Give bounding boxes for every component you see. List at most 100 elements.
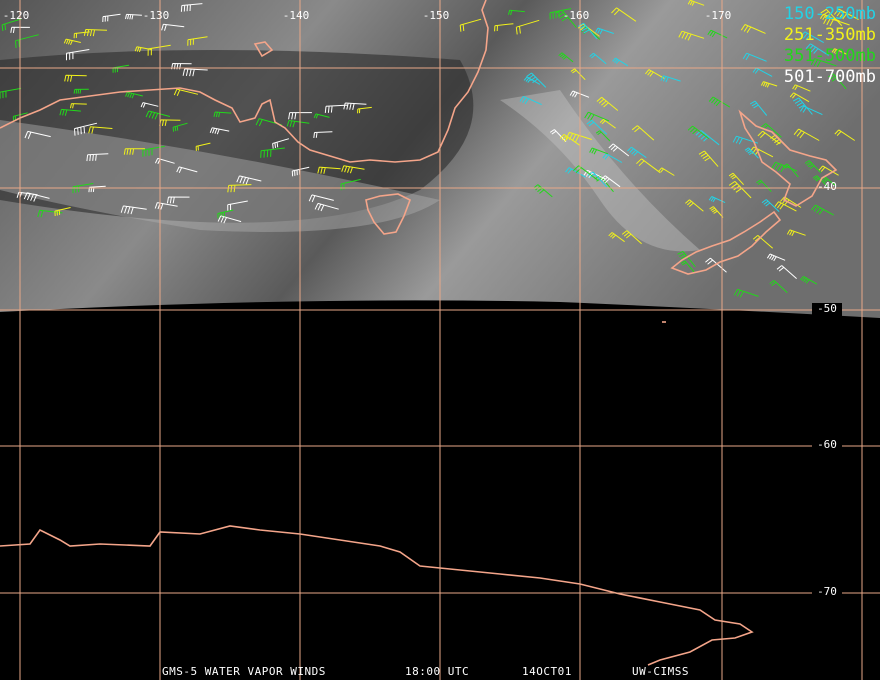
latitude-label: -60 — [817, 438, 837, 451]
wind-barb — [695, 130, 720, 146]
wind-barb — [586, 119, 608, 135]
wind-barb — [558, 52, 574, 63]
wind-barb — [831, 48, 848, 56]
wind-barb — [286, 120, 310, 128]
wind-barb — [180, 3, 203, 12]
wind-barb — [705, 257, 727, 273]
wind-barb — [565, 167, 586, 178]
wind-barb — [800, 31, 824, 44]
wind-barb — [66, 49, 90, 61]
wind-barb — [142, 145, 165, 157]
wind-barb — [812, 175, 828, 187]
wind-barb — [523, 76, 541, 85]
wind-barb — [515, 19, 540, 35]
wind-barb — [125, 13, 142, 20]
wind-barb — [761, 199, 780, 212]
wind-barb — [709, 206, 724, 218]
wind-barb — [519, 95, 542, 106]
wind-barb — [357, 106, 372, 114]
coastline-nz-south — [670, 210, 782, 275]
coastline-nz-north — [738, 109, 838, 207]
wind-barb — [596, 96, 619, 111]
wind-barb — [583, 169, 606, 180]
wind-barb — [621, 230, 642, 245]
wind-barb — [102, 13, 121, 23]
wind-barb — [15, 34, 39, 49]
wind-barb — [645, 69, 666, 80]
wind-barb — [678, 30, 705, 41]
wind-barb — [171, 63, 192, 70]
wind-barb — [565, 131, 592, 143]
legend-entry: 150-250mb — [784, 4, 876, 24]
wind-barb — [818, 165, 839, 176]
moist-band — [500, 90, 700, 252]
wind-barb — [771, 161, 798, 173]
footer-text: UW-CIMSS — [632, 665, 689, 678]
wind-barb — [559, 133, 580, 146]
wind-barb — [120, 205, 147, 215]
wind-barb — [740, 24, 766, 34]
wind-barb — [526, 72, 547, 88]
wind-barb — [708, 196, 726, 204]
wind-barb — [774, 201, 797, 212]
wind-barb — [732, 135, 759, 145]
wind-barb — [54, 207, 71, 217]
wind-barb — [227, 184, 252, 193]
wind-barb — [780, 196, 802, 208]
wind-barb — [140, 102, 159, 108]
wind-barb — [658, 167, 675, 176]
wind-barb — [73, 31, 90, 39]
footer-text: 18:00 UTC — [405, 665, 469, 678]
wind-barb — [569, 90, 590, 98]
wind-barb — [70, 103, 87, 109]
wind-barb — [555, 9, 577, 28]
wind-barb — [112, 64, 130, 73]
wind-barb — [760, 81, 778, 88]
wind-barb — [805, 43, 829, 56]
legend-entry: 501-700mb — [784, 67, 876, 87]
wind-barb — [73, 88, 89, 94]
label-bg — [812, 303, 842, 317]
wind-barb — [834, 129, 855, 141]
longitude-label: -130 — [143, 9, 170, 22]
wind-barb — [728, 172, 744, 186]
wind-barb — [64, 74, 87, 82]
wind-barb — [733, 288, 759, 298]
wind-barb — [749, 146, 774, 158]
wind-barb — [599, 118, 616, 129]
wind-barb — [314, 202, 339, 212]
wind-barb — [227, 200, 248, 211]
wind-barb — [828, 73, 847, 90]
dry-slot — [0, 50, 474, 223]
wind-barb — [166, 196, 190, 204]
wind-barb — [707, 29, 728, 39]
moist-band — [0, 120, 440, 232]
wind-barb — [687, 125, 710, 139]
wind-barb — [72, 183, 94, 194]
wind-barb — [494, 23, 514, 32]
wind-barb — [508, 9, 525, 16]
wind-barb — [83, 29, 108, 37]
legend-entry: 351-500mb — [784, 46, 876, 66]
wind-barb — [680, 260, 695, 273]
coastline-antarctica — [0, 525, 754, 666]
coastline-tasmania — [365, 193, 412, 235]
wind-barb — [595, 130, 611, 142]
wind-barb — [313, 131, 333, 138]
wind-barb — [589, 147, 609, 155]
wind-barb — [154, 202, 178, 210]
wind-barb — [88, 126, 113, 134]
wind-barb — [744, 147, 759, 159]
wind-barb — [195, 142, 211, 151]
wind-barb — [769, 280, 788, 293]
wind-barb — [217, 209, 234, 219]
wind-barb — [10, 26, 30, 33]
longitude-label: -170 — [705, 9, 732, 22]
coastline-island — [253, 41, 274, 58]
wind-barb — [1, 18, 22, 31]
wind-barb — [134, 46, 152, 53]
wind-barb — [173, 88, 199, 96]
longitude-label: -160 — [563, 9, 590, 22]
